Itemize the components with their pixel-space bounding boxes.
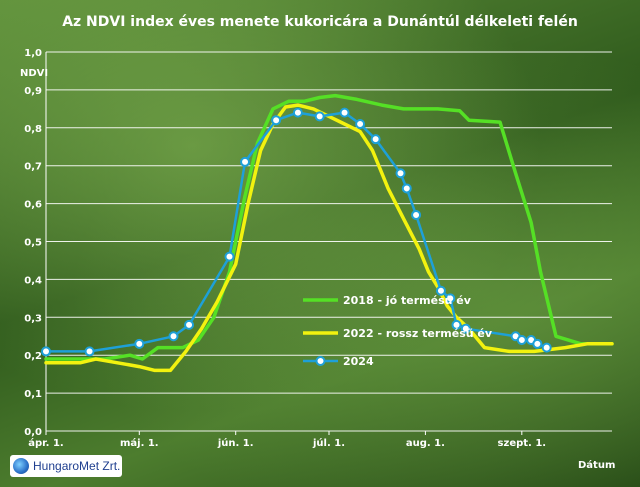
- logo-text: HungaroMet Zrt.: [33, 459, 121, 473]
- legend-label: 2018 - jó termésű év: [343, 294, 472, 307]
- data-point: [435, 285, 446, 296]
- y-axis-label: NDVI: [20, 68, 48, 79]
- globe-icon: [13, 458, 29, 474]
- legend-label: 2022 - rossz termésű év: [343, 327, 493, 340]
- data-point: [411, 209, 422, 220]
- data-point: [224, 251, 235, 262]
- y-tick-label: 0,7: [24, 162, 42, 173]
- data-point: [395, 168, 406, 179]
- data-point: [184, 319, 195, 330]
- y-tick-label: 0,0: [24, 427, 42, 438]
- x-tick-label: máj. 1.: [120, 437, 159, 449]
- data-point: [401, 183, 412, 194]
- data-point: [314, 111, 325, 122]
- data-point: [541, 342, 552, 353]
- data-point: [339, 107, 350, 118]
- data-point: [370, 134, 381, 145]
- x-tick-label: szept. 1.: [498, 438, 547, 449]
- series-line-2: [44, 111, 548, 353]
- y-tick-label: 0,6: [24, 200, 42, 211]
- y-tick-label: 0,5: [24, 238, 42, 249]
- y-tick-label: 0,4: [24, 275, 42, 286]
- x-axis-label: Dátum: [578, 459, 615, 471]
- chart-title: Az NDVI index éves menete kukoricára a D…: [62, 14, 578, 30]
- y-tick-label: 0,3: [24, 313, 42, 324]
- legend-marker: [315, 356, 326, 366]
- data-point: [41, 346, 51, 357]
- data-point: [355, 119, 366, 130]
- data-point: [134, 338, 145, 349]
- y-tick-label: 0,8: [24, 124, 42, 135]
- legend-label: 2024: [343, 355, 374, 368]
- x-tick-label: aug. 1.: [406, 438, 445, 449]
- series-line-1: [44, 103, 614, 373]
- y-tick-label: 1,0: [24, 48, 42, 59]
- data-point: [445, 293, 456, 304]
- x-tick-label: júl. 1.: [312, 437, 345, 449]
- data-point: [460, 323, 471, 334]
- x-tick-label: jún. 1.: [217, 437, 254, 449]
- data-point: [271, 115, 282, 126]
- data-point: [240, 156, 251, 167]
- data-point: [292, 107, 303, 118]
- y-tick-label: 0,1: [24, 389, 42, 400]
- y-tick-label: 0,9: [24, 86, 42, 97]
- series-line-0: [44, 93, 614, 361]
- data-point: [516, 335, 527, 346]
- hungaromet-logo: HungaroMet Zrt.: [10, 455, 122, 477]
- y-tick-label: 0,2: [24, 351, 42, 362]
- data-point: [532, 338, 543, 349]
- data-point: [451, 319, 462, 330]
- data-point: [168, 331, 179, 342]
- x-tick-label: ápr. 1.: [28, 437, 63, 449]
- data-point: [84, 346, 95, 357]
